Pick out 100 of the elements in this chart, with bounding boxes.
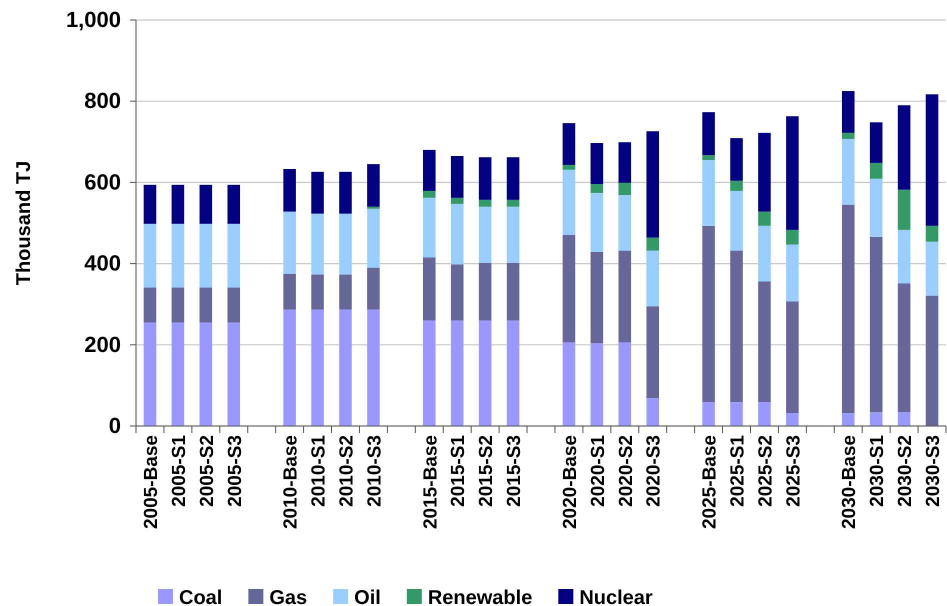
bar	[562, 164, 576, 170]
bar	[646, 306, 660, 398]
bar	[786, 116, 799, 230]
bar	[172, 184, 184, 224]
x-tick-label: 2020-Base	[560, 435, 581, 530]
bar	[144, 322, 156, 426]
bar	[339, 274, 352, 310]
bar	[227, 288, 240, 322]
bar	[450, 156, 464, 198]
bar	[144, 288, 156, 322]
bar	[786, 413, 799, 426]
bar	[870, 178, 882, 237]
x-tick-label: 2030-S2	[895, 435, 916, 507]
bar	[422, 320, 436, 426]
bar	[646, 238, 660, 251]
bar	[562, 234, 576, 342]
bar	[618, 250, 632, 342]
x-tick-label: 2015-S2	[476, 435, 498, 507]
bar	[562, 123, 576, 165]
bar	[227, 224, 240, 288]
x-tick-label: 2010-Base	[280, 435, 302, 530]
bar	[618, 194, 632, 251]
bar	[618, 182, 632, 195]
x-tick-label: 2015-S1	[448, 434, 470, 507]
bar	[367, 309, 380, 426]
y-tick-label: 800	[84, 88, 121, 114]
bar	[562, 170, 576, 235]
bar	[144, 184, 156, 224]
bar	[283, 309, 296, 426]
bar	[730, 402, 743, 426]
bar	[758, 212, 771, 226]
bar	[590, 252, 604, 344]
bar	[450, 198, 464, 204]
bar	[506, 320, 520, 426]
bar	[590, 343, 604, 426]
y-axis-title: Thousand TJ	[13, 160, 35, 286]
bar	[339, 309, 352, 426]
bar	[870, 122, 882, 163]
bar	[758, 132, 771, 212]
bar	[898, 230, 910, 284]
x-tick-label: 2020-S3	[644, 435, 665, 507]
bar	[367, 164, 380, 207]
bar	[618, 342, 632, 426]
x-tick-label: 2005-Base	[140, 435, 162, 530]
legend-label: Gas	[269, 587, 308, 606]
x-tick-label: 2030-Base	[839, 435, 860, 530]
bar	[926, 296, 938, 426]
y-tick-label: 0	[108, 413, 121, 438]
bar	[646, 250, 660, 306]
bar	[926, 242, 938, 296]
bar	[450, 204, 464, 264]
bar	[172, 288, 184, 322]
bar	[227, 184, 240, 224]
bar	[227, 322, 240, 426]
bar	[786, 244, 799, 302]
bar	[898, 190, 910, 230]
bar	[618, 142, 632, 183]
bar	[172, 224, 184, 288]
bar	[702, 155, 715, 160]
bar	[702, 226, 715, 402]
y-tick-label: 600	[84, 169, 121, 194]
bar	[898, 412, 910, 426]
x-tick-label: 2020-S2	[616, 435, 637, 507]
bar	[422, 190, 436, 198]
bar	[422, 258, 436, 320]
bar	[422, 198, 436, 258]
bar	[200, 288, 212, 322]
bar	[450, 264, 464, 320]
bar	[506, 157, 520, 200]
bar	[702, 402, 715, 426]
bar	[702, 112, 715, 156]
x-tick-label: 2025-Base	[700, 435, 721, 530]
bar	[870, 412, 882, 426]
bar	[758, 281, 771, 402]
x-tick-label: 2025-S3	[783, 435, 804, 507]
legend-label: Coal	[179, 587, 222, 606]
legend-label: Nuclear	[579, 587, 653, 606]
bar	[506, 206, 520, 263]
bar	[562, 342, 576, 426]
bar	[842, 138, 855, 205]
bar	[842, 91, 855, 133]
bar	[730, 250, 743, 402]
bar	[478, 200, 492, 207]
bar	[478, 262, 492, 320]
bar	[283, 212, 296, 274]
bar	[758, 226, 771, 282]
bar	[311, 214, 324, 275]
x-tick-label: 2030-S3	[923, 435, 944, 507]
bar	[200, 322, 212, 426]
x-tick-label: 2005-S2	[196, 435, 218, 507]
bar	[422, 150, 436, 191]
bar	[339, 214, 352, 275]
bar	[506, 262, 520, 320]
x-tick-label: 2010-S3	[364, 435, 386, 507]
bar	[702, 160, 715, 226]
bar	[311, 172, 324, 214]
x-tick-label: 2020-S1	[588, 434, 609, 507]
bar	[758, 402, 771, 426]
bar	[339, 172, 352, 214]
bar	[172, 322, 184, 426]
